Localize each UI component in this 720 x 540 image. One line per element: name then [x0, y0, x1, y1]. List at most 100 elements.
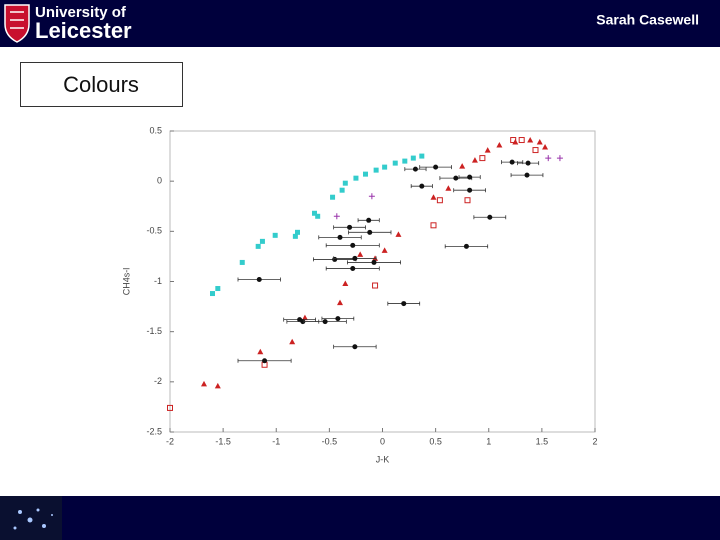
point [210, 291, 215, 297]
x-tick-label: 2 [592, 436, 597, 446]
point [527, 137, 534, 143]
point [292, 233, 298, 239]
x-tick-label: 1.5 [536, 436, 549, 446]
point [295, 229, 300, 235]
y-tick-label: -0.5 [146, 226, 162, 236]
point [337, 299, 343, 306]
point [467, 187, 473, 193]
y-tick-label: -1 [154, 276, 162, 286]
point [536, 139, 543, 145]
logo-shield [4, 4, 30, 43]
point [167, 404, 173, 411]
point [382, 164, 388, 170]
y-axis-label: CH4s-l [121, 268, 131, 296]
point [239, 259, 245, 265]
point [401, 301, 407, 307]
point [484, 147, 491, 153]
point [257, 348, 264, 355]
point [410, 155, 416, 161]
point [350, 242, 356, 248]
header-band [0, 0, 720, 47]
point [337, 234, 343, 240]
point [366, 217, 372, 223]
logo-shield-detail [10, 11, 24, 29]
plot: 0.5 0 -0.5 -1 -1.5 -2 -2.5 -2 -1.5 -1 -0.5 0 0.5 1 1.5… [121, 125, 597, 464]
point [322, 319, 328, 325]
point [201, 380, 207, 387]
y-tick-label: -2.5 [146, 426, 162, 436]
footer-band [0, 496, 720, 540]
point [545, 155, 552, 162]
author: Sarah Casewell [596, 12, 699, 28]
point [315, 213, 321, 219]
point [352, 255, 358, 261]
point [467, 174, 473, 180]
x-tick-label: -2 [166, 436, 174, 446]
point [532, 147, 539, 154]
point [342, 280, 349, 287]
point [363, 171, 368, 177]
point [487, 214, 493, 220]
point [312, 210, 317, 216]
point [453, 175, 459, 181]
x-tick-label: 1 [486, 436, 491, 446]
point [350, 265, 356, 271]
point [419, 153, 425, 159]
point [357, 251, 364, 257]
point [371, 259, 377, 265]
point [433, 164, 439, 170]
point [525, 160, 531, 166]
x-tick-label: -0.5 [322, 436, 338, 446]
point [330, 194, 336, 200]
y-tick-label: -2 [154, 376, 162, 386]
point [430, 194, 437, 200]
title-box [20, 62, 183, 107]
point [518, 137, 525, 144]
x-tick-label: -1.5 [215, 436, 231, 446]
logo-line1: University of [35, 4, 127, 21]
point [256, 276, 262, 282]
point [372, 282, 379, 289]
point [463, 243, 469, 249]
point [259, 238, 265, 244]
point [352, 344, 358, 350]
point [367, 229, 373, 235]
x-tick-label: 0.5 [429, 436, 442, 446]
point [471, 157, 478, 163]
point [524, 172, 530, 178]
point [381, 247, 388, 253]
point [373, 167, 379, 173]
y-tick-label: 0.5 [149, 125, 162, 135]
x-tick-label: 0 [380, 436, 385, 446]
point [335, 316, 341, 322]
point [459, 163, 466, 169]
star-field [13, 508, 53, 530]
point [368, 193, 375, 200]
point [215, 286, 221, 292]
point [333, 213, 340, 220]
point [347, 224, 353, 230]
point [353, 175, 359, 181]
point [436, 197, 443, 204]
y-tick-label: -1.5 [146, 326, 162, 336]
point [445, 185, 452, 191]
x-tick-label: -1 [272, 436, 280, 446]
logo-line2: Leicester [35, 18, 132, 43]
point [214, 382, 221, 389]
x-axis-label: J-K [376, 454, 390, 464]
y-tick-label: 0 [157, 176, 162, 186]
point [255, 243, 261, 249]
point [510, 137, 517, 144]
point [542, 144, 549, 150]
plot-frame [169, 130, 596, 433]
point [301, 314, 308, 321]
point [556, 155, 563, 162]
point [289, 338, 296, 345]
point [479, 155, 486, 162]
point [272, 232, 278, 238]
point [464, 197, 471, 204]
point [342, 180, 348, 186]
point [419, 183, 425, 189]
point [496, 142, 503, 148]
